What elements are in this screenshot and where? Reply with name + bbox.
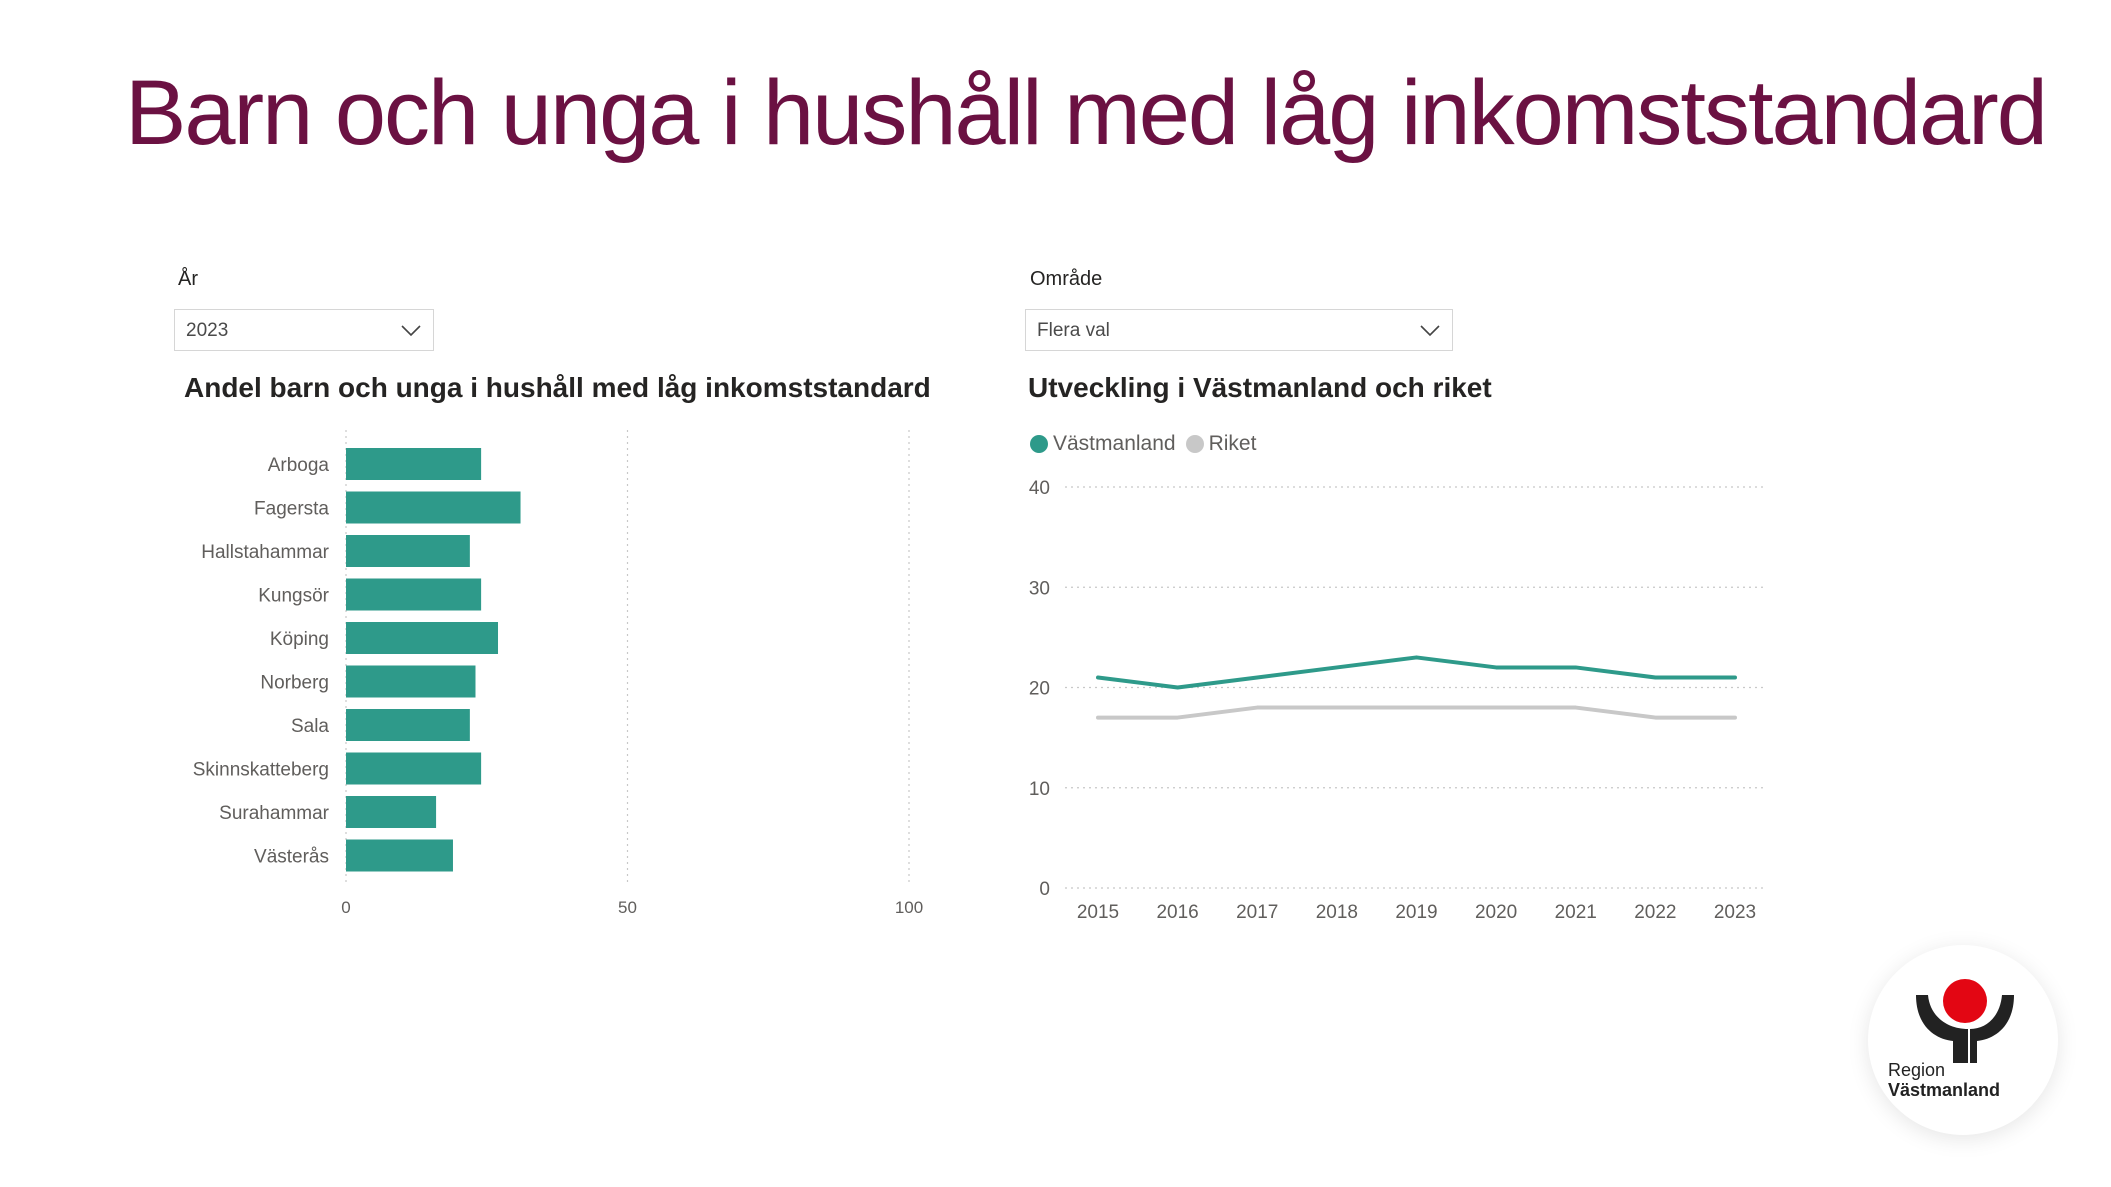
- legend-item-riket[interactable]: Riket: [1185, 432, 1257, 456]
- bar: [346, 622, 499, 654]
- y-tick-label: 10: [1029, 779, 1050, 800]
- bar: [346, 839, 453, 872]
- x-tick-label: 2019: [1395, 902, 1437, 923]
- area-dropdown[interactable]: Flera val: [1025, 309, 1453, 351]
- bar: [346, 752, 482, 785]
- year-dropdown-value: 2023: [186, 320, 229, 341]
- x-tick-label: 2016: [1156, 902, 1198, 923]
- bar-chart-title: Andel barn och unga i hushåll med låg in…: [184, 372, 931, 403]
- category-label: Skinnskatteberg: [193, 760, 329, 781]
- y-tick-label: 20: [1029, 679, 1050, 700]
- logo-symbol-icon: [1916, 979, 2014, 1063]
- category-label: Sala: [291, 716, 329, 737]
- bar: [346, 709, 470, 741]
- x-tick-label: 2017: [1236, 902, 1278, 923]
- legend-item-vastmanland[interactable]: Västmanland: [1030, 432, 1176, 456]
- bar: [346, 535, 470, 567]
- year-dropdown[interactable]: 2023: [174, 309, 434, 351]
- bar: [346, 448, 482, 480]
- x-tick-label: 2018: [1316, 902, 1358, 923]
- x-tick-label: 50: [618, 898, 637, 917]
- category-label: Hallstahammar: [201, 542, 329, 563]
- page-title: Barn och unga i hushåll med låg inkomsts…: [125, 62, 2048, 164]
- bar: [346, 491, 521, 524]
- bar-chart: 0 50 100 Arboga Fagersta Hallstahammar Kungsör…: [193, 430, 923, 917]
- chevron-down-icon: [401, 325, 421, 337]
- category-label: Köping: [270, 629, 329, 650]
- category-label: Kungsör: [258, 586, 329, 607]
- area-dropdown-value: Flera val: [1037, 320, 1110, 341]
- legend-label-vastmanland: Västmanland: [1053, 432, 1176, 455]
- y-tick-label: 40: [1029, 478, 1050, 499]
- category-label: Arboga: [268, 455, 330, 476]
- category-label: Västerås: [254, 847, 329, 868]
- x-tick-label: 2022: [1634, 902, 1676, 923]
- line-chart-title: Utveckling i Västmanland och riket: [1028, 372, 1492, 403]
- chevron-down-icon: [1420, 325, 1440, 337]
- bar: [346, 665, 476, 698]
- region-vastmanland-logo: Region Västmanland: [1868, 945, 2058, 1135]
- x-tick-label: 100: [895, 898, 923, 917]
- area-filter-label: Område: [1030, 268, 1103, 290]
- bar: [346, 796, 437, 828]
- logo-text-vastmanland: Västmanland: [1888, 1080, 2001, 1100]
- category-label: Surahammar: [219, 803, 329, 824]
- line-chart: 0 10 20 30 40 2015 2016 2017 2018 2019 2020 2021 202…: [1029, 478, 1765, 923]
- legend-swatch-vastmanland: [1030, 435, 1048, 453]
- logo-text-region: Region: [1888, 1060, 1946, 1080]
- year-filter-label: År: [178, 268, 198, 290]
- category-label: Norberg: [260, 673, 329, 694]
- x-tick-label: 2021: [1555, 902, 1597, 923]
- x-tick-label: 0: [341, 898, 350, 917]
- bar: [346, 578, 482, 611]
- x-tick-label: 2015: [1077, 902, 1119, 923]
- x-tick-label: 2020: [1475, 902, 1517, 923]
- y-tick-label: 0: [1039, 879, 1050, 900]
- legend-swatch-riket: [1185, 435, 1204, 453]
- line-chart-legend: Västmanland Riket: [1030, 432, 1256, 456]
- series-line-riket: [1096, 705, 1737, 720]
- series-line-vastmanland: [1096, 655, 1737, 690]
- legend-label-riket: Riket: [1208, 432, 1257, 455]
- y-tick-label: 30: [1029, 578, 1050, 599]
- x-tick-label: 2023: [1714, 902, 1756, 923]
- category-label: Fagersta: [254, 499, 329, 520]
